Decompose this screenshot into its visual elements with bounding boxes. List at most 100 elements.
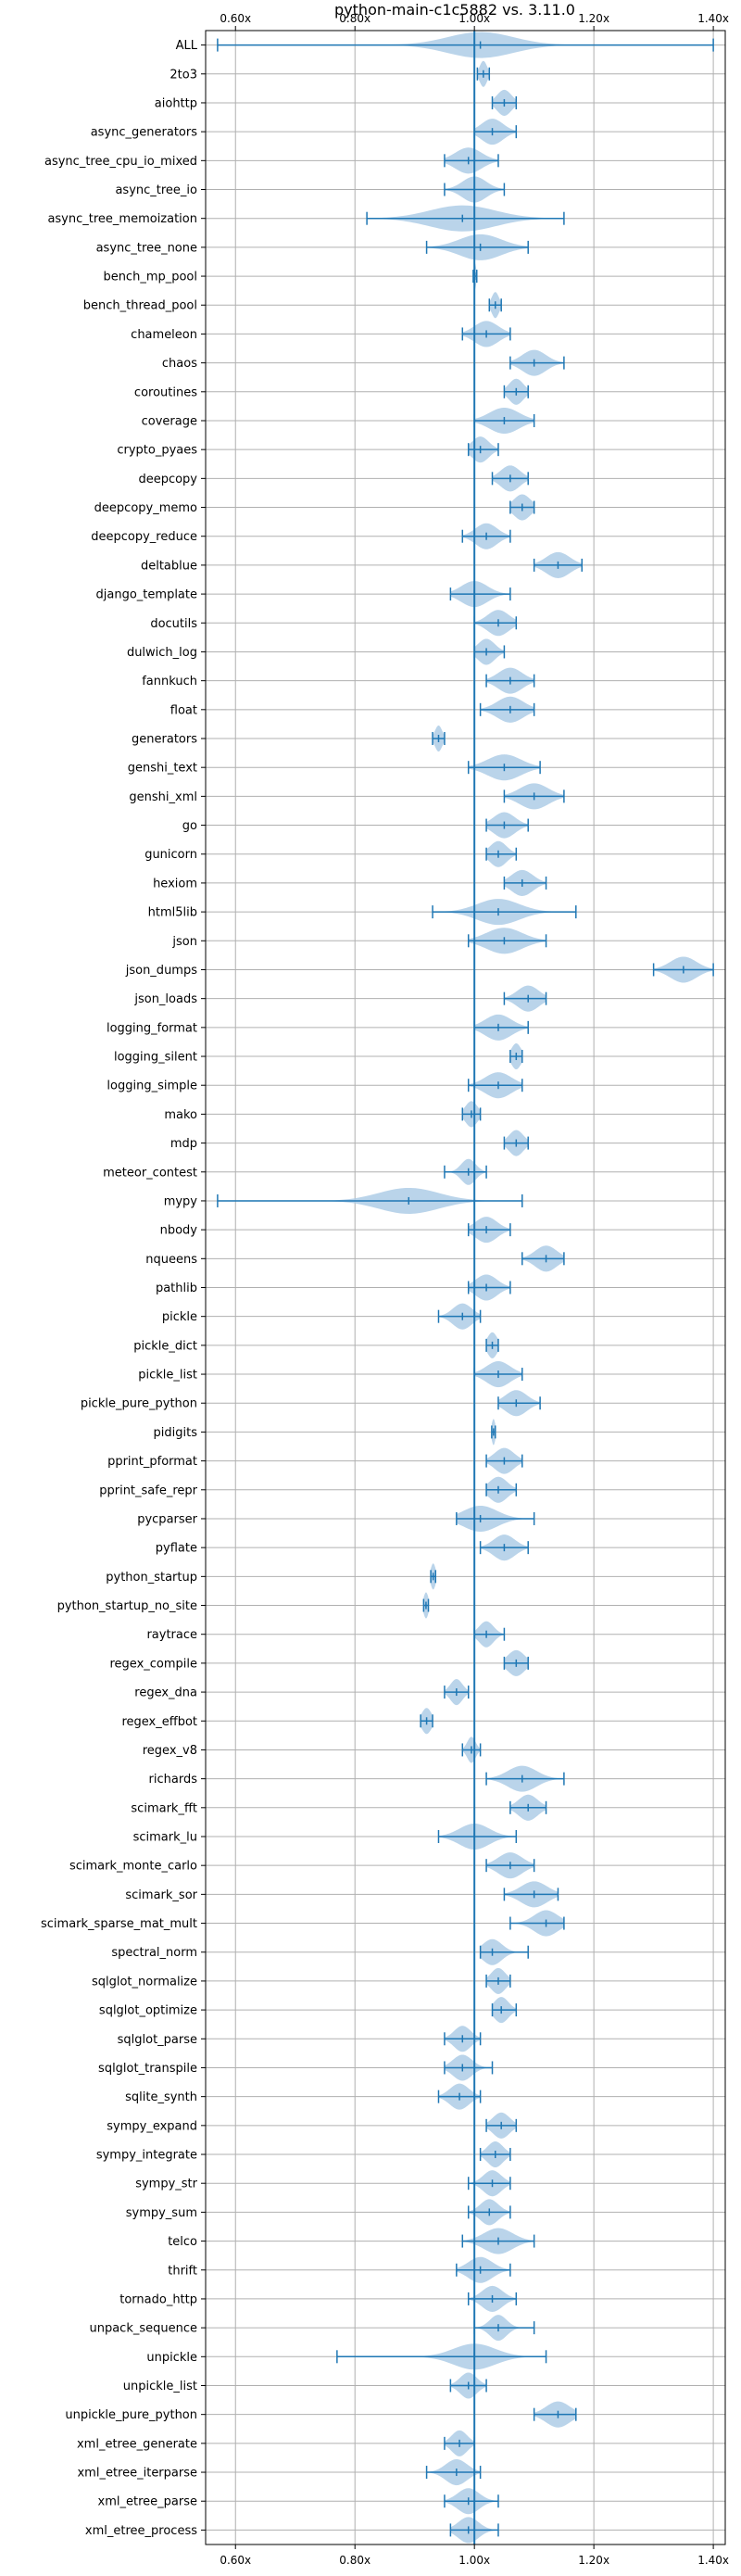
category-label: regex_v8 [143,1744,197,1758]
category-label: deltablue [141,559,197,573]
x-tick-label-top: 1.00x [458,12,490,25]
category-label: fannkuch [142,675,197,688]
category-label: sqlglot_transpile [98,2062,197,2076]
category-label: async_tree_cpu_io_mixed [44,155,197,169]
category-label: unpickle [146,2351,197,2365]
category-label: chameleon [131,328,197,342]
category-label: sqlglot_normalize [92,1975,197,1989]
x-tick-label-top: 1.20x [578,12,609,25]
category-label: unpickle_list [123,2380,197,2393]
x-tick-label-bottom: 1.40x [697,2554,729,2567]
category-label: json_dumps [125,964,197,978]
category-label: raytrace [146,1628,197,1642]
x-tick-label-bottom: 1.00x [458,2554,490,2567]
category-label: bench_mp_pool [103,271,197,284]
category-label: scimark_sparse_mat_mult [41,1917,197,1931]
category-label: xml_etree_generate [77,2437,197,2451]
x-tick-label-top: 0.80x [339,12,370,25]
category-label: go [182,819,197,833]
grid [206,31,725,2544]
category-label: mypy [164,1194,198,1208]
category-label: regex_compile [109,1657,197,1671]
category-label: mdp [170,1137,197,1151]
category-label: nqueens [145,1253,197,1267]
category-label: regex_effbot [121,1715,197,1729]
category-label: scimark_sor [125,1888,197,1902]
axes: 0.60x 0.60x 0.80x 0.80x 1.00x 1.00x 1.20x 1.20x… [41,12,729,2567]
category-label: tornado_http [119,2292,197,2306]
category-label: python_startup_no_site [57,1599,197,1613]
category-label: hexiom [153,877,197,890]
category-label: async_tree_io [115,183,197,197]
x-tick-label-bottom: 0.80x [339,2554,370,2567]
category-label: pyflate [156,1542,197,1556]
category-label: nbody [160,1224,198,1238]
category-label: pickle_dict [133,1339,197,1353]
category-label: pycparser [137,1512,197,1526]
category-label: deepcopy_memo [94,501,197,515]
category-label: xml_etree_parse [98,2495,197,2509]
category-label: docutils [150,617,197,631]
category-label: coverage [142,414,197,428]
category-label: mako [164,1108,197,1122]
category-label: deepcopy [138,473,197,486]
category-label: scimark_fft [131,1801,197,1815]
category-label: pickle_pure_python [81,1397,197,1411]
category-label: pickle_list [138,1369,197,1383]
category-label: xml_etree_process [85,2524,197,2538]
category-label: unpickle_pure_python [65,2408,197,2422]
category-label: sympy_sum [126,2206,197,2220]
category-label: aiohttp [155,96,197,110]
category-label: scimark_monte_carlo [69,1860,197,1874]
category-label: pprint_pformat [107,1455,197,1469]
category-label: 2to3 [170,68,197,82]
category-label: sqlite_synth [125,2090,197,2104]
category-label: float [170,703,197,717]
category-label: coroutines [134,385,197,399]
x-tick-label-bottom: 0.60x [220,2554,251,2567]
category-label: chaos [162,357,197,371]
category-label: html5lib [148,906,197,920]
category-label: unpack_sequence [89,2322,197,2336]
category-label: crypto_pyaes [117,444,197,458]
category-label: async_generators [91,126,198,140]
category-label: async_tree_memoization [47,212,197,226]
category-label: genshi_text [128,762,197,776]
x-tick-label-top: 0.60x [220,12,251,25]
category-label: thrift [168,2264,197,2278]
category-label: ALL [176,39,198,53]
category-label: logging_silent [114,1051,197,1065]
category-label: logging_simple [107,1080,197,1093]
category-label: json_loads [133,992,197,1006]
chart-title: python-main-c1c5882 vs. 3.11.0 [334,1,575,19]
category-label: pidigits [154,1426,198,1440]
category-label: meteor_contest [103,1166,197,1180]
category-label: dulwich_log [127,646,197,660]
category-label: python_startup [106,1571,197,1585]
category-label: pathlib [156,1282,197,1295]
category-label: sqlglot_parse [118,2033,197,2047]
category-label: deepcopy_reduce [91,530,197,544]
plot-frame [205,30,726,2545]
category-label: sympy_integrate [96,2149,197,2163]
category-label: bench_thread_pool [83,299,197,313]
category-label: sqlglot_optimize [99,2004,197,2018]
category-label: regex_dna [134,1686,197,1700]
category-label: django_template [96,588,197,602]
category-label: pickle [162,1310,197,1324]
x-tick-label-bottom: 1.20x [578,2554,609,2567]
category-label: logging_format [107,1021,197,1035]
category-label: pprint_safe_repr [99,1484,197,1497]
category-label: spectral_norm [111,1946,197,1960]
category-label: sympy_expand [107,2119,197,2133]
category-label: generators [132,733,197,747]
category-label: json [171,935,197,949]
category-label: telco [168,2235,197,2249]
category-label: richards [149,1773,198,1787]
category-label: xml_etree_iterparse [77,2467,197,2481]
category-label: gunicorn [144,848,197,862]
category-label: async_tree_none [96,241,197,255]
category-label: scimark_lu [133,1830,197,1844]
category-label: sympy_str [135,2178,197,2191]
